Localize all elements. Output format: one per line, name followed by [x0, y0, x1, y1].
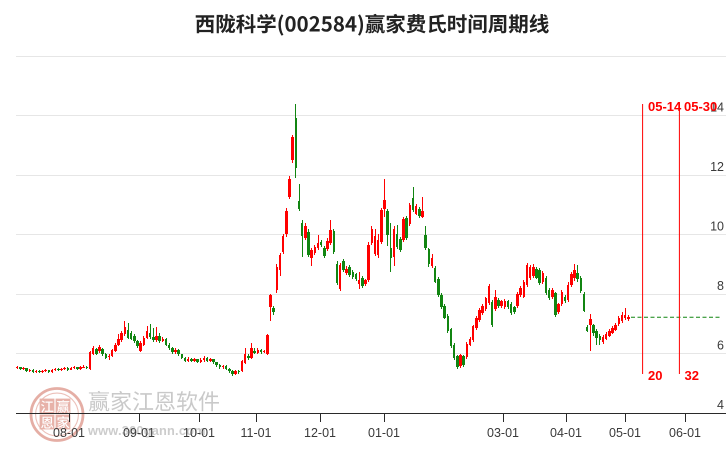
svg-text:32: 32	[685, 368, 699, 383]
svg-text:12-01: 12-01	[304, 426, 336, 440]
svg-text:12: 12	[710, 160, 724, 174]
svg-text:08-01: 08-01	[53, 426, 85, 440]
svg-text:8: 8	[717, 279, 724, 293]
svg-text:4: 4	[717, 398, 724, 412]
svg-text:05-30: 05-30	[684, 99, 717, 114]
svg-text:01-01: 01-01	[368, 426, 400, 440]
svg-text:14: 14	[710, 101, 724, 115]
svg-text:10: 10	[710, 220, 724, 234]
svg-text:20: 20	[648, 368, 662, 383]
svg-text:www.360gann.com: www.360gann.com	[87, 423, 206, 438]
svg-text:11-01: 11-01	[240, 426, 271, 440]
svg-text:04-01: 04-01	[550, 426, 582, 440]
svg-text:6: 6	[717, 339, 724, 353]
svg-text:06-01: 06-01	[669, 426, 701, 440]
svg-text:05-01: 05-01	[609, 426, 641, 440]
svg-text:10-01: 10-01	[183, 426, 215, 440]
svg-text:05-14: 05-14	[648, 99, 682, 114]
svg-text:03-01: 03-01	[487, 426, 519, 440]
svg-text:09-01: 09-01	[123, 426, 155, 440]
